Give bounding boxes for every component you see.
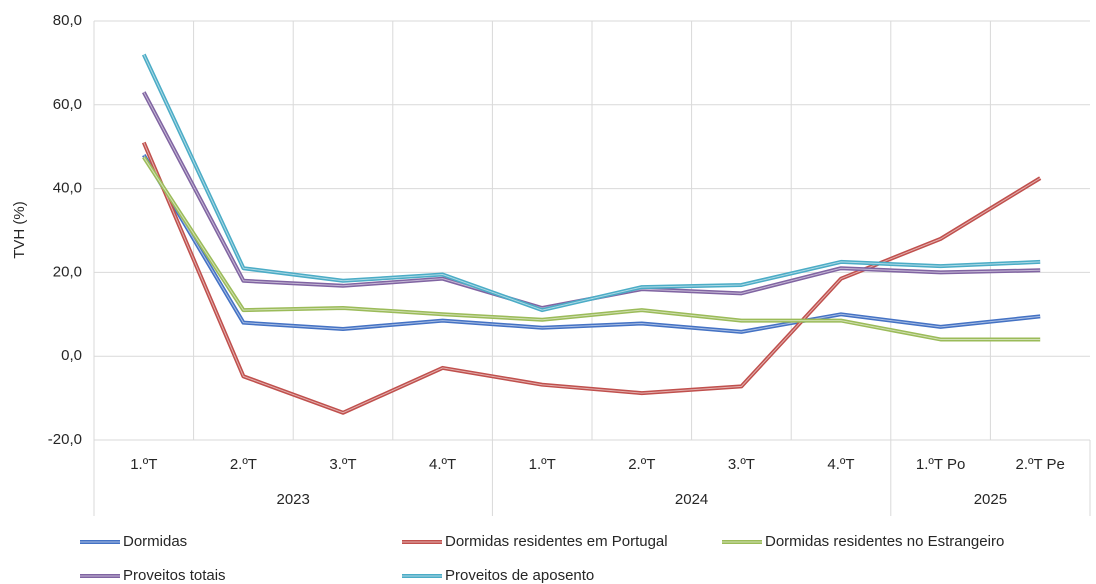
y-axis-label: TVH (%) xyxy=(11,201,28,259)
x-tick-label: 2.ºT xyxy=(230,456,257,473)
y-tick-label: -20,0 xyxy=(48,431,82,448)
x-tick-label: 1.ºT Po xyxy=(916,456,965,473)
x-tick-label: 2.ºT Pe xyxy=(1015,456,1064,473)
series-line-inner xyxy=(143,154,1041,333)
x-tick-label: 4.ºT xyxy=(429,456,456,473)
legend-label: Dormidas xyxy=(123,533,187,550)
y-tick-label: 60,0 xyxy=(53,96,82,113)
legend-label: Proveitos de aposento xyxy=(445,567,594,584)
series-line-inner xyxy=(143,54,1041,311)
legend-label: Dormidas residentes no Estrangeiro xyxy=(765,533,1004,550)
group-label: 2023 xyxy=(277,491,310,508)
x-tick-label: 1.ºT xyxy=(130,456,157,473)
x-tick-label: 1.ºT xyxy=(529,456,556,473)
group-label: 2025 xyxy=(974,491,1007,508)
y-tick-label: 20,0 xyxy=(53,263,82,280)
y-tick-label: 0,0 xyxy=(61,347,82,364)
y-tick-label: 40,0 xyxy=(53,180,82,197)
group-label: 2024 xyxy=(675,491,708,508)
x-tick-label: 3.ºT xyxy=(728,456,755,473)
x-tick-label: 3.ºT xyxy=(329,456,356,473)
legend-label: Dormidas residentes em Portugal xyxy=(445,533,668,550)
series-line-inner xyxy=(143,156,1041,340)
x-tick-label: 2.ºT xyxy=(628,456,655,473)
x-tick-label: 4.ºT xyxy=(827,456,854,473)
legend-label: Proveitos totais xyxy=(123,567,226,584)
series-line-inner xyxy=(143,142,1041,414)
y-tick-label: 80,0 xyxy=(53,12,82,29)
